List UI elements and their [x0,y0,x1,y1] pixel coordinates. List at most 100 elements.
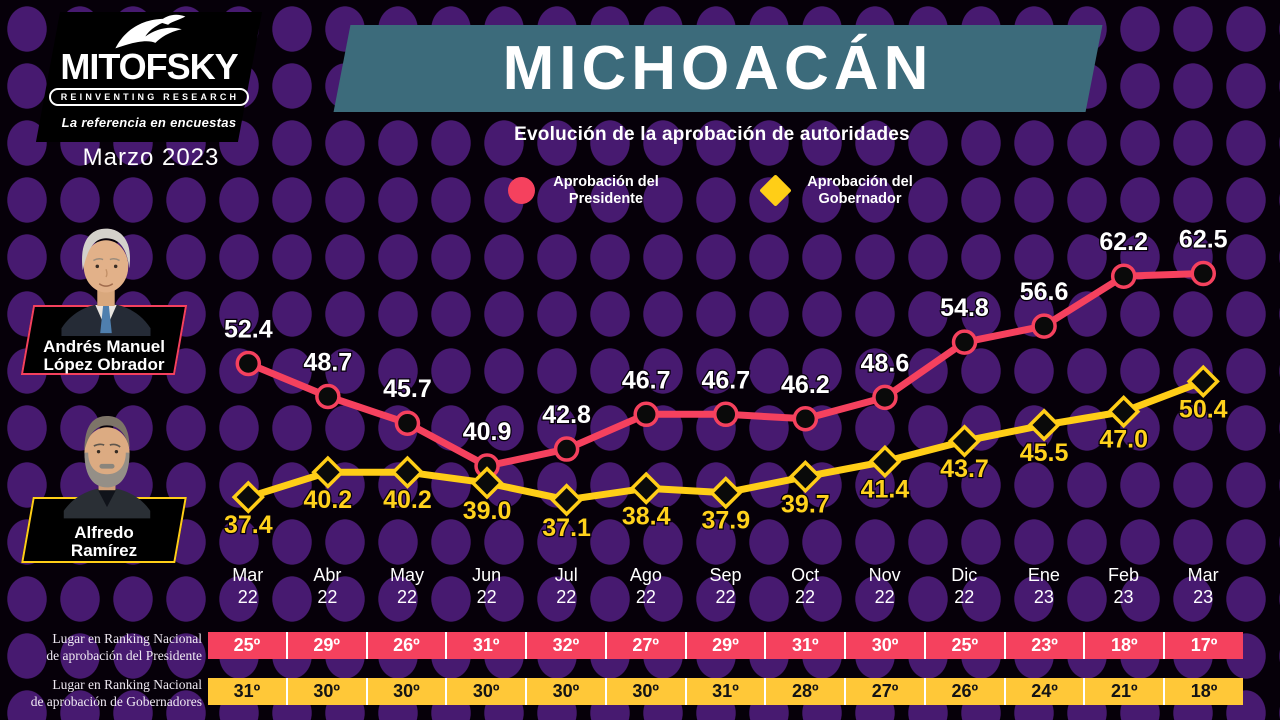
data-point-marker [872,384,898,411]
ranking-cell: 31º [208,678,286,705]
ranking-cell: 31º [447,632,526,659]
ranking-cell: 26º [925,678,1004,705]
month-label: Oct 22 [791,565,820,607]
president-legend-label: Aprobación del Presidente [553,174,659,207]
ranking-cell: 29º [686,632,765,659]
data-point-label: 54.8 [940,294,989,322]
data-point-label: 42.8 [542,401,591,429]
data-point-marker [1190,260,1217,287]
ranking-cell: 27º [606,632,685,659]
data-point-label: 52.4 [224,316,273,344]
ranking-cell: 31º [766,632,845,659]
ranking-cell: 23º [1005,632,1084,659]
ranking-cell: 32º [527,632,605,659]
ranking-cell: 26º [367,632,446,659]
governor-legend-label: Aprobación del Gobernador [807,174,913,207]
data-point-marker [470,466,504,500]
data-point-marker [311,455,345,489]
data-point-marker [1031,313,1057,339]
data-point-marker [1107,395,1141,429]
data-point-marker [868,444,902,479]
data-point-marker [1027,408,1061,442]
governor-name: Alfredo Ramírez [70,523,138,560]
data-point-label: 40.2 [383,486,432,514]
data-point-label: 37.1 [542,514,591,542]
month-label: Mar 22 [232,565,264,607]
president-ranking-label: Lugar en Ranking Nacional de aprobación … [46,631,202,663]
data-point-marker [629,471,663,505]
ranking-cell: 21º [1085,678,1164,705]
governor-ranking-row: 31º 30º 30º 30º 30º 30º 31º 28º 27º 26º 24º 21º 18º [208,678,1243,705]
ranking-cell: 18º [1085,632,1164,659]
data-point-label: 45.7 [383,375,432,403]
month-label: Feb 23 [1107,565,1140,607]
chart-subtitle: Evolución de la aprobación de autoridade… [514,124,910,145]
data-point-marker [390,455,425,489]
brand-wordmark: MITOFSKY [60,46,238,87]
data-point-marker [231,480,265,514]
data-point-label: 50.4 [1179,395,1228,423]
month-label: Mar 23 [1187,565,1219,607]
president-legend-marker-icon [508,177,535,204]
data-point-marker [553,436,580,462]
data-point-marker [550,483,584,517]
president-ranking-row: 25º 29º 26º 31º 32º 27º 29º 31º 30º 25º 23º 18º 17º [208,632,1243,659]
data-point-label: 37.9 [701,507,750,535]
data-point-label: 48.6 [861,349,910,377]
data-point-marker [709,476,743,510]
brand-slogan: La referencia en encuestas [61,115,237,130]
ranking-cell: 30º [606,678,685,705]
month-label: Ene 23 [1027,565,1060,607]
series-governor [231,364,1220,517]
data-point-label: 62.2 [1099,228,1148,256]
month-label: May 22 [390,565,425,607]
month-label: Jul 22 [554,565,578,607]
data-point-marker [788,460,822,494]
ranking-cell: 30º [846,632,924,659]
data-point-label: 40.2 [304,486,353,514]
ranking-cell: 29º [287,632,366,659]
month-label: Ago 22 [629,565,662,607]
ranking-cell: 24º [1005,678,1084,705]
data-point-label: 47.0 [1099,426,1148,454]
data-point-label: 62.5 [1179,226,1228,254]
mitofsky-bird-icon [115,14,186,49]
data-point-label: 39.0 [463,497,512,525]
data-point-label: 40.9 [463,418,512,446]
ranking-cell: 30º [367,678,446,705]
data-point-marker [1186,364,1220,398]
data-point-label: 37.4 [224,511,273,539]
data-point-marker [633,401,659,428]
ranking-cell: 27º [846,678,924,705]
data-point-marker [235,350,262,377]
ranking-cell: 18º [1165,678,1243,705]
data-point-label: 39.7 [781,491,830,519]
data-point-label: 45.5 [1020,439,1069,467]
state-title: MICHOACÁN [502,34,934,103]
data-point-label: 46.7 [701,366,750,394]
ranking-cell: 28º [766,678,845,705]
month-label: Sep 22 [709,565,742,607]
data-point-label: 46.7 [622,366,671,394]
data-point-label: 46.2 [781,371,830,399]
ranking-cell: 17º [1165,632,1243,659]
data-point-marker [1110,263,1137,289]
month-axis: Mar 22 Abr 22 May 22 Jun 22 Jul 22 Ago 22 Sep 22 Oct 22… [208,564,1243,608]
data-point-marker [315,383,341,410]
data-point-marker [951,329,978,355]
ranking-cell: 25º [925,632,1004,659]
ranking-cell: 31º [686,678,765,705]
series-president [235,260,1217,479]
brand-tagline: REINVENTING RESEARCH [48,88,250,106]
month-label: Jun 22 [472,565,502,607]
month-label: Nov 22 [868,565,901,607]
data-point-marker [713,401,739,428]
ranking-cell: 30º [287,678,366,705]
ranking-cell: 30º [527,678,605,705]
data-point-marker [792,406,819,432]
governor-portrait [63,415,151,519]
data-point-label: 38.4 [622,502,671,530]
month-label: Abr 22 [313,565,342,607]
